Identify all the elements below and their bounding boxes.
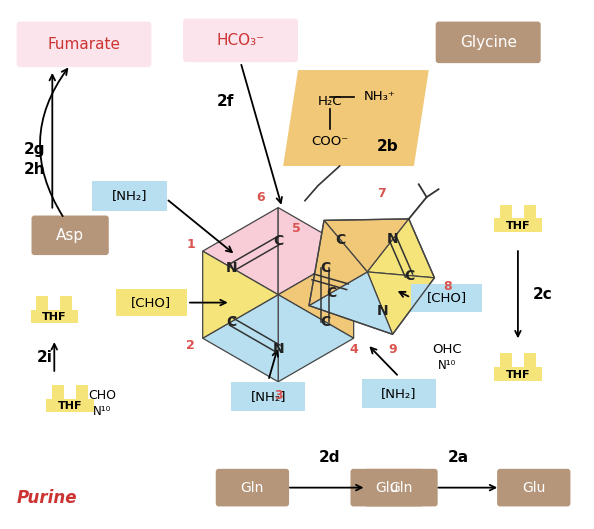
Text: 2b: 2b	[377, 139, 398, 154]
FancyBboxPatch shape	[17, 22, 151, 67]
Text: Glycine: Glycine	[460, 35, 517, 50]
FancyBboxPatch shape	[216, 469, 289, 506]
Text: [NH₂]: [NH₂]	[251, 390, 286, 403]
Bar	[116, 289, 187, 316]
Text: Asp: Asp	[56, 228, 84, 243]
Text: C: C	[320, 315, 330, 329]
Polygon shape	[367, 272, 434, 334]
Text: Glu: Glu	[375, 481, 399, 495]
Text: 2h: 2h	[24, 161, 45, 177]
Polygon shape	[367, 219, 434, 278]
Text: 2g: 2g	[24, 142, 45, 157]
Polygon shape	[324, 219, 409, 272]
FancyBboxPatch shape	[183, 19, 298, 62]
Polygon shape	[203, 207, 278, 295]
Polygon shape	[278, 295, 353, 382]
FancyBboxPatch shape	[350, 469, 424, 506]
Text: N: N	[387, 232, 399, 246]
Text: OHC: OHC	[432, 343, 462, 355]
Text: Purine: Purine	[17, 488, 78, 507]
Text: CHO: CHO	[88, 389, 116, 402]
Text: N: N	[377, 304, 389, 317]
Text: THF: THF	[42, 313, 67, 323]
Text: 8: 8	[443, 279, 451, 293]
Polygon shape	[494, 353, 542, 381]
Text: 2a: 2a	[448, 451, 469, 466]
Text: THF: THF	[505, 370, 530, 380]
Bar	[93, 181, 167, 211]
Text: Glu: Glu	[522, 481, 545, 495]
Bar	[362, 379, 436, 408]
Text: N: N	[226, 261, 237, 275]
Polygon shape	[46, 385, 94, 413]
Polygon shape	[203, 295, 278, 382]
Bar	[411, 284, 482, 312]
FancyBboxPatch shape	[364, 469, 438, 506]
Text: 2: 2	[187, 339, 195, 352]
Text: 7: 7	[377, 187, 386, 200]
Text: 6: 6	[257, 191, 266, 204]
Text: [CHO]: [CHO]	[131, 296, 172, 309]
Text: 5: 5	[292, 222, 301, 235]
Text: [NH₂]: [NH₂]	[381, 387, 417, 400]
FancyBboxPatch shape	[497, 469, 570, 506]
Text: C: C	[326, 286, 336, 300]
Polygon shape	[278, 251, 353, 338]
Text: HCO₃⁻: HCO₃⁻	[216, 33, 264, 48]
Polygon shape	[494, 205, 542, 232]
Text: 2d: 2d	[319, 451, 340, 466]
Text: 2c: 2c	[533, 287, 552, 302]
Polygon shape	[283, 70, 429, 166]
Text: C: C	[226, 315, 236, 329]
Text: COO⁻: COO⁻	[311, 135, 348, 148]
Text: N: N	[273, 342, 284, 355]
Text: 4: 4	[349, 343, 358, 357]
FancyBboxPatch shape	[31, 215, 109, 255]
Polygon shape	[309, 272, 393, 334]
Text: THF: THF	[505, 222, 530, 231]
Text: N¹⁰: N¹⁰	[93, 405, 111, 418]
Text: Fumarate: Fumarate	[48, 37, 121, 52]
Text: Gln: Gln	[241, 481, 264, 495]
Text: [NH₂]: [NH₂]	[112, 189, 147, 202]
Text: Gln: Gln	[389, 481, 413, 495]
Text: H₂C: H₂C	[317, 95, 342, 108]
Bar	[231, 382, 305, 412]
FancyArrowPatch shape	[40, 69, 67, 216]
Text: [CHO]: [CHO]	[426, 291, 467, 304]
Text: 1: 1	[187, 238, 195, 251]
Text: C: C	[320, 261, 330, 275]
Text: C: C	[273, 234, 283, 248]
Text: 9: 9	[388, 343, 397, 355]
Text: C: C	[336, 233, 346, 247]
Text: 2i: 2i	[36, 350, 52, 364]
Text: NH₃⁺: NH₃⁺	[364, 90, 395, 103]
Text: 3: 3	[274, 389, 283, 402]
Polygon shape	[309, 221, 367, 306]
Text: N¹⁰: N¹⁰	[437, 359, 456, 372]
Text: 2f: 2f	[217, 94, 235, 109]
Text: THF: THF	[58, 402, 83, 412]
Text: C: C	[404, 269, 414, 282]
Polygon shape	[30, 296, 78, 323]
Polygon shape	[278, 207, 353, 295]
Polygon shape	[203, 251, 278, 338]
FancyBboxPatch shape	[435, 22, 541, 63]
